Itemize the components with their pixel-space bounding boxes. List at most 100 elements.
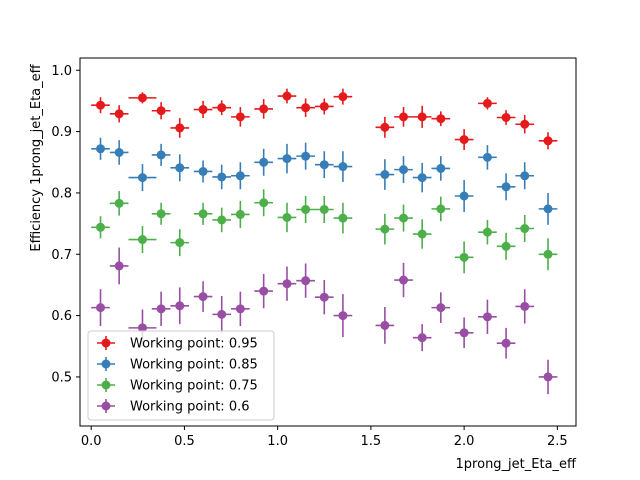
data-point <box>459 328 469 338</box>
data-point <box>338 311 348 321</box>
data-point <box>338 162 348 172</box>
data-point <box>501 338 511 348</box>
data-point <box>436 303 446 313</box>
data-point <box>175 301 185 311</box>
data-point <box>319 101 329 111</box>
data-point <box>282 279 292 289</box>
plot-area <box>91 88 558 395</box>
data-point <box>520 171 530 181</box>
data-point <box>114 198 124 208</box>
data-point <box>380 224 390 234</box>
data-point <box>338 213 348 223</box>
y-tick-label: 0.8 <box>51 186 72 201</box>
data-point <box>259 286 269 296</box>
data-point <box>482 227 492 237</box>
data-point <box>156 106 166 116</box>
data-point <box>380 320 390 330</box>
data-point <box>137 93 147 103</box>
data-point <box>399 275 409 285</box>
data-point <box>543 204 553 214</box>
x-tick-label: 2.5 <box>547 434 568 449</box>
data-point <box>235 171 245 181</box>
data-point <box>520 119 530 129</box>
data-point <box>436 163 446 173</box>
data-point <box>235 112 245 122</box>
data-point <box>399 112 409 122</box>
series-0 <box>91 88 558 150</box>
data-point <box>399 165 409 175</box>
data-point <box>501 241 511 251</box>
data-point <box>96 100 106 110</box>
data-point <box>96 222 106 232</box>
y-tick-label: 0.9 <box>51 125 72 140</box>
x-tick-label: 2.0 <box>454 434 475 449</box>
data-point <box>235 209 245 219</box>
data-point <box>217 309 227 319</box>
data-point <box>217 103 227 113</box>
data-point <box>282 212 292 222</box>
data-point <box>198 105 208 115</box>
data-point <box>301 276 311 286</box>
data-point <box>175 123 185 133</box>
x-axis-label: 1prong_jet_Eta_eff <box>456 457 578 472</box>
data-point <box>482 152 492 162</box>
data-point <box>380 122 390 132</box>
data-point <box>459 135 469 145</box>
data-point <box>259 198 269 208</box>
data-point <box>259 104 269 114</box>
y-axis-label: Efficiency 1prong_jet_Eta_eff <box>29 63 44 251</box>
data-point <box>417 112 427 122</box>
data-point <box>417 173 427 183</box>
data-point <box>198 292 208 302</box>
data-point <box>459 252 469 262</box>
data-point <box>338 92 348 102</box>
data-point <box>301 151 311 161</box>
data-point <box>198 166 208 176</box>
series-1 <box>91 137 558 225</box>
data-point <box>436 114 446 124</box>
legend-label: Working point: 0.6 <box>130 400 250 415</box>
data-point <box>501 182 511 192</box>
y-axis-ticks: 0.5 0.6 0.7 0.8 0.9 1.0 <box>51 64 80 385</box>
axes-frame <box>79 57 577 427</box>
data-point <box>501 112 511 122</box>
series-2 <box>91 189 558 274</box>
legend-label: Working point: 0.75 <box>130 379 258 394</box>
data-point <box>137 235 147 245</box>
data-point <box>156 209 166 219</box>
data-point <box>543 372 553 382</box>
x-tick-label: 0.0 <box>81 434 102 449</box>
y-tick-label: 0.6 <box>51 309 72 324</box>
data-point <box>520 224 530 234</box>
legend-marker <box>101 380 111 390</box>
data-point <box>319 292 329 302</box>
x-tick-label: 1.5 <box>361 434 382 449</box>
data-point <box>175 163 185 173</box>
data-point <box>137 323 147 333</box>
data-point <box>137 173 147 183</box>
data-point <box>543 136 553 146</box>
legend-marker <box>101 338 111 348</box>
legend-label: Working point: 0.95 <box>130 337 258 352</box>
data-point <box>156 304 166 314</box>
data-point <box>436 204 446 214</box>
series-3 <box>91 247 558 395</box>
x-axis-ticks: 0.0 0.5 1.0 1.5 2.0 2.5 <box>81 426 568 449</box>
y-tick-label: 1.0 <box>51 64 72 79</box>
data-point <box>301 103 311 113</box>
data-point <box>459 191 469 201</box>
x-tick-label: 1.0 <box>267 434 288 449</box>
data-point <box>380 170 390 180</box>
data-point <box>114 109 124 119</box>
legend-marker <box>101 401 111 411</box>
data-point <box>520 301 530 311</box>
data-point <box>282 154 292 164</box>
data-point <box>198 209 208 219</box>
y-tick-label: 0.7 <box>51 248 72 263</box>
data-point <box>96 303 106 313</box>
legend-box <box>87 330 275 421</box>
data-point <box>259 157 269 167</box>
data-point <box>319 204 329 214</box>
data-point <box>482 312 492 322</box>
